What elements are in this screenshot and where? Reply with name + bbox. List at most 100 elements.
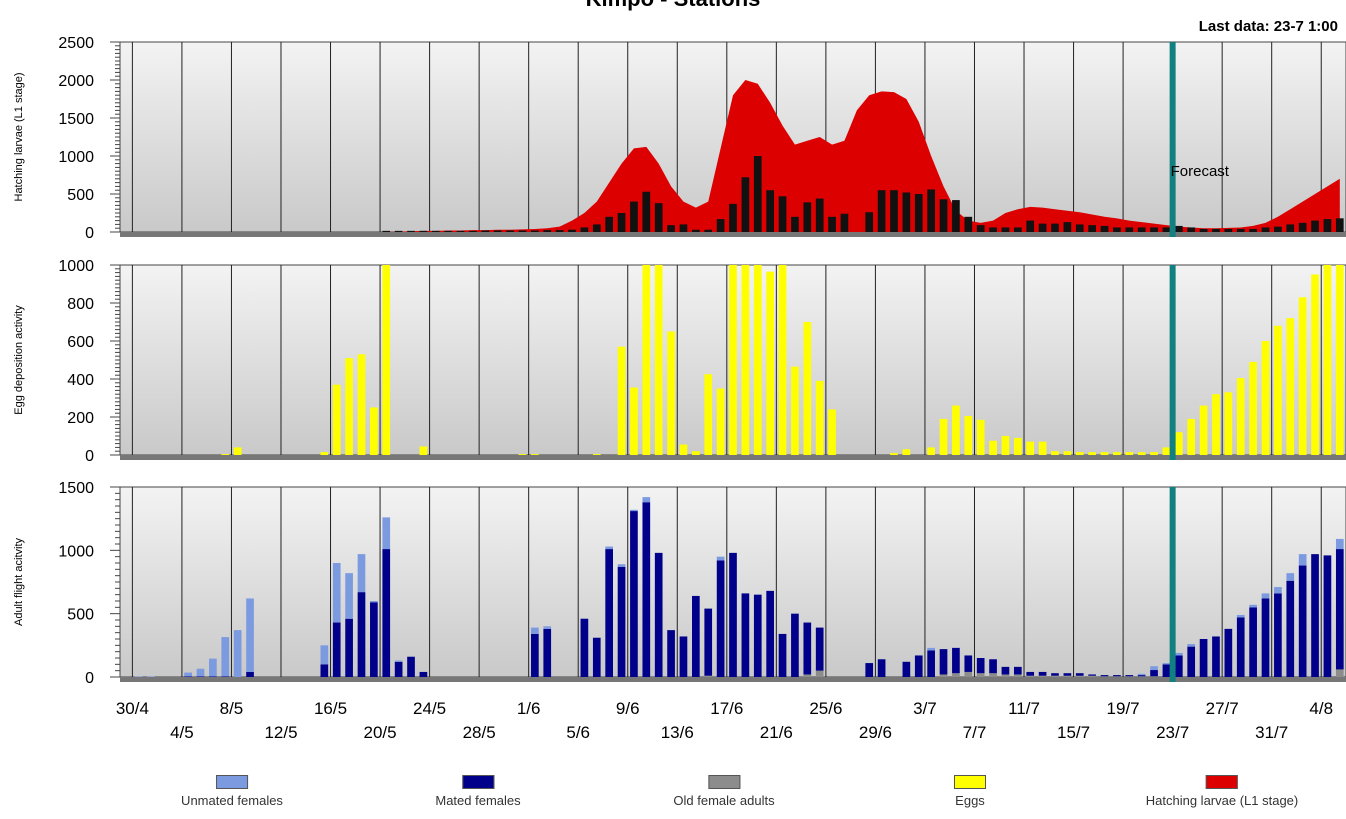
larvae-bar [1311, 220, 1319, 232]
larvae-bar [617, 213, 626, 232]
egg-bar [989, 440, 997, 455]
mated-female-bar [1274, 593, 1282, 677]
larvae-bar [531, 230, 539, 232]
larvae-bar [828, 216, 836, 232]
x-tick-label: 4/8 [1309, 699, 1333, 718]
egg-bar [1199, 405, 1208, 455]
old-female-bar [1013, 674, 1022, 677]
mated-female-bar [791, 613, 799, 677]
mated-female-bar [939, 649, 948, 675]
larvae-bar [692, 229, 700, 232]
egg-bar [1311, 274, 1319, 455]
last-data-label: Last data: 23-7 1:00 [1198, 18, 1338, 35]
mated-female-bar [531, 633, 539, 677]
mated-female-bar [778, 633, 787, 677]
mated-female-bar [580, 618, 589, 677]
egg-bar [1274, 325, 1282, 455]
larvae-bar [964, 216, 973, 232]
unmated-female-bar [1187, 644, 1196, 647]
mated-female-bar [1088, 674, 1096, 676]
egg-bar [1013, 437, 1022, 455]
old-female-bar [952, 673, 960, 677]
larvae-bar [753, 156, 762, 232]
mated-female-bar [1075, 673, 1084, 676]
mated-female-bar [407, 656, 415, 677]
mated-female-bar [1125, 675, 1134, 677]
egg-bar [592, 454, 601, 455]
larvae-bar [778, 196, 787, 232]
egg-bar [382, 265, 391, 455]
egg-bar [890, 453, 898, 455]
unmated-female-bar [642, 497, 651, 503]
larvae-bar [1174, 225, 1183, 232]
chart-title: Kimpo - Stations [0, 0, 1346, 12]
unmated-female-bar [1274, 587, 1282, 594]
mated-female-bar [1026, 671, 1035, 676]
mated-female-bar [692, 595, 700, 677]
mated-female-bar [1286, 580, 1295, 677]
old-female-bar [1150, 676, 1158, 677]
larvae-bar [605, 216, 614, 232]
old-female-bar [1335, 669, 1344, 677]
legend-label: Unmated females [181, 793, 283, 808]
unmated-female-bar [332, 563, 341, 623]
larvae-bar [840, 213, 849, 232]
larvae-bar [1249, 228, 1257, 232]
mated-female-bar [976, 658, 985, 674]
mated-female-bar [184, 676, 192, 677]
unmated-female-bar [320, 645, 329, 665]
mated-female-bar [592, 637, 601, 677]
mated-female-bar [617, 566, 626, 677]
x-tick-label: 12/5 [264, 723, 297, 742]
mated-female-bar [1236, 617, 1245, 677]
legend-item-old: Old female adults [673, 775, 775, 808]
legend-label: Eggs [955, 793, 985, 808]
legend-item-eggs: Eggs [954, 775, 986, 808]
larvae-bar [1335, 218, 1344, 232]
mated-female-bar [964, 655, 973, 672]
x-tick-label: 19/7 [1107, 699, 1140, 718]
forecast-line [1169, 42, 1176, 237]
egg-bar [1001, 436, 1010, 455]
egg-bar [778, 265, 787, 455]
y-tick-label: 1000 [58, 543, 94, 560]
unmated-female-bar [209, 658, 217, 677]
x-tick-label: 15/7 [1057, 723, 1090, 742]
x-tick-label: 31/7 [1255, 723, 1288, 742]
old-female-bar [704, 675, 713, 677]
legend-swatch-old [707, 775, 740, 789]
egg-bar [332, 384, 341, 455]
mated-female-bar [370, 602, 378, 677]
larvae-bar [1125, 227, 1134, 232]
egg-bar [1335, 265, 1344, 455]
unmated-female-bar [630, 509, 638, 512]
forecast-line [1169, 487, 1176, 682]
x-tick-label: 11/7 [1008, 699, 1040, 718]
old-female-bar [939, 674, 948, 677]
old-female-bar [1038, 675, 1047, 677]
larvae-bar [506, 230, 514, 232]
forecast-label: Forecast [1171, 163, 1230, 180]
mated-female-bar [729, 552, 737, 677]
larvae-bar [469, 230, 477, 232]
larvae-bar [877, 190, 886, 232]
larvae-bar [1298, 222, 1307, 232]
larvae-area [126, 80, 1340, 232]
baseline [120, 677, 1346, 682]
unmated-female-bar [1174, 652, 1183, 656]
y-axis-label: Egg deposition activity [13, 305, 25, 415]
mated-female-bar [654, 552, 663, 677]
unmated-female-bar [134, 676, 143, 677]
egg-bar [1187, 418, 1196, 455]
larvae-bar [1038, 223, 1047, 232]
mated-female-bar [914, 655, 923, 677]
mated-female-bar [1323, 555, 1332, 677]
larvae-bar [815, 198, 824, 232]
egg-bar [729, 265, 737, 455]
unmated-female-bar [246, 598, 254, 672]
old-female-bar [1125, 676, 1134, 677]
larvae-bar [1261, 227, 1270, 232]
larvae-bar [1013, 227, 1022, 232]
mated-female-bar [902, 661, 911, 677]
y-tick-label: 500 [67, 607, 94, 624]
